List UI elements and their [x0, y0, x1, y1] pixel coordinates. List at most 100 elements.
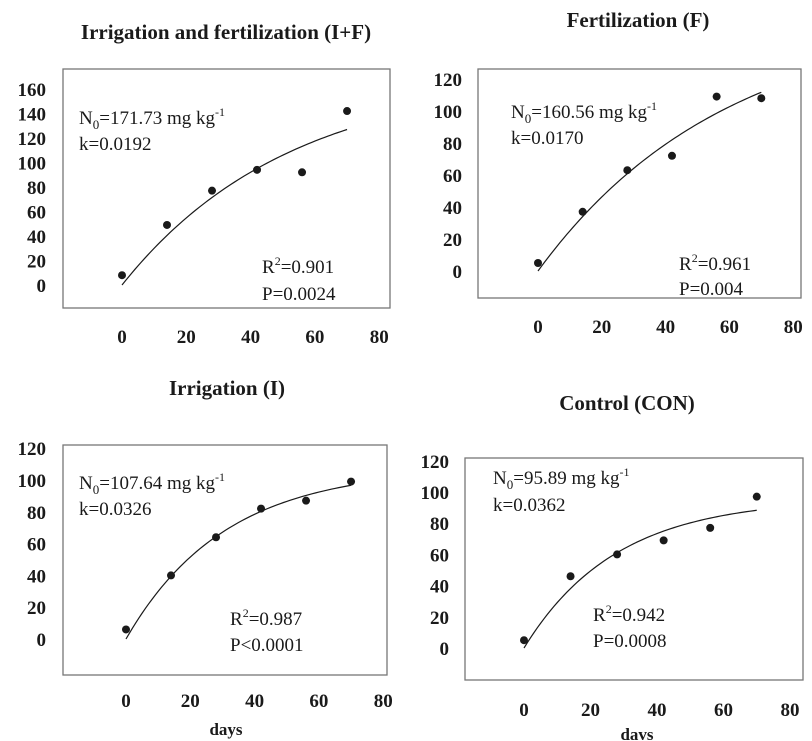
- data-point: [118, 271, 126, 280]
- x-tick-label: 0: [117, 327, 127, 348]
- x-tick-label: 80: [374, 691, 393, 712]
- data-point: [208, 186, 217, 195]
- x-axis-label: days: [209, 720, 242, 739]
- data-point: [706, 523, 715, 532]
- r2-annotation: R2=0.901: [262, 254, 334, 278]
- data-point: [712, 92, 721, 101]
- chart-panel-4: Control (CON) 0 20 40 60 80 100 120 0 20 40 60 80 dav…: [421, 391, 804, 741]
- x-tick-label: 60: [309, 691, 328, 712]
- y-tick-label: 80: [27, 503, 46, 524]
- x-tick-label: 40: [648, 700, 667, 721]
- y-tick-label: 60: [430, 545, 449, 566]
- k-annotation: k=0.0192: [79, 134, 151, 155]
- chart-title: Irrigation (I): [169, 376, 285, 400]
- y-tick-label: 20: [27, 252, 46, 273]
- x-tick-label: 80: [781, 700, 800, 721]
- x-tick-label: 40: [656, 317, 675, 338]
- data-point: [212, 533, 221, 542]
- k-annotation: k=0.0362: [493, 495, 565, 516]
- y-tick-label: 140: [18, 105, 47, 126]
- x-tick-label: 20: [181, 691, 200, 712]
- y-tick-label: 0: [37, 630, 47, 651]
- fitted-curve: [523, 509, 757, 649]
- y-tick-label: 40: [27, 227, 46, 248]
- y-tick-label: 60: [443, 166, 462, 187]
- x-tick-label: 20: [177, 327, 196, 348]
- y-tick-label: 80: [27, 178, 46, 199]
- p-annotation: P=0.004: [679, 279, 744, 300]
- data-point: [302, 496, 311, 505]
- x-tick-label: 0: [121, 691, 131, 712]
- x-tick-label: 20: [592, 317, 611, 338]
- data-point: [257, 504, 266, 513]
- y-tick-label: 60: [27, 535, 46, 556]
- plot-frame: [477, 68, 802, 299]
- p-annotation: P<0.0001: [230, 635, 304, 656]
- data-point: [167, 571, 176, 580]
- data-point: [667, 151, 676, 160]
- data-point: [566, 572, 575, 581]
- n0-annotation: N0=160.56 mg kg-1: [511, 99, 657, 126]
- chart-title: Irrigation and fertilization (I+F): [81, 20, 371, 44]
- y-tick-label: 0: [37, 276, 47, 297]
- y-tick-label: 100: [18, 154, 47, 175]
- y-tick-label: 20: [430, 608, 449, 629]
- x-axis-label: davs: [620, 725, 653, 741]
- x-tick-label: 20: [581, 700, 600, 721]
- y-tick-label: 100: [18, 471, 47, 492]
- r2-annotation: R2=0.961: [679, 251, 751, 275]
- x-tick-label: 40: [245, 691, 264, 712]
- data-point: [163, 220, 172, 229]
- y-tick-label: 160: [18, 80, 47, 101]
- y-tick-label: 20: [443, 230, 462, 251]
- chart-panel-2: Fertilization (F) 0 20 40 60 80 100 120 0 20 40 60 8…: [434, 8, 803, 338]
- x-tick-label: 60: [305, 327, 324, 348]
- p-annotation: P=0.0008: [593, 631, 667, 652]
- y-tick-label: 40: [443, 198, 462, 219]
- y-tick-label: 20: [27, 598, 46, 619]
- y-tick-label: 80: [430, 514, 449, 535]
- chart-panel-3: Irrigation (I) 0 20 40 60 80 100 120 0 20 40 60 80 da…: [18, 376, 393, 739]
- x-tick-label: 60: [720, 317, 739, 338]
- data-point: [347, 477, 356, 486]
- chart-title: Control (CON): [559, 391, 695, 415]
- k-annotation: k=0.0170: [511, 128, 583, 149]
- fitted-curve: [537, 91, 762, 272]
- data-point: [757, 94, 766, 103]
- data-point: [122, 625, 130, 634]
- n0-annotation: N0=107.64 mg kg-1: [79, 470, 225, 497]
- y-tick-label: 120: [421, 452, 450, 473]
- data-point: [578, 207, 587, 216]
- data-point: [623, 166, 632, 175]
- y-tick-label: 120: [18, 439, 47, 460]
- p-annotation: P=0.0024: [262, 284, 336, 305]
- r2-annotation: R2=0.987: [230, 606, 302, 630]
- y-tick-label: 0: [440, 639, 450, 660]
- plot-frame: [62, 444, 388, 676]
- data-point: [534, 259, 542, 267]
- data-point: [520, 636, 528, 645]
- x-tick-label: 80: [370, 327, 389, 348]
- y-tick-label: 40: [27, 566, 46, 587]
- fitted-curve: [121, 128, 348, 286]
- x-tick-label: 0: [519, 700, 529, 721]
- chart-title: Fertilization (F): [567, 8, 710, 32]
- y-tick-label: 0: [453, 262, 463, 283]
- fitted-curve: [125, 484, 352, 640]
- x-tick-label: 0: [533, 317, 543, 338]
- x-tick-label: 80: [784, 317, 803, 338]
- data-point: [752, 492, 761, 501]
- y-tick-label: 60: [27, 203, 46, 224]
- data-point: [298, 168, 307, 177]
- y-tick-label: 120: [18, 129, 47, 150]
- n0-annotation: N0=171.73 mg kg-1: [79, 105, 225, 132]
- y-tick-label: 40: [430, 577, 449, 598]
- x-tick-label: 60: [714, 700, 733, 721]
- data-point: [613, 550, 622, 559]
- data-point: [659, 536, 668, 545]
- k-annotation: k=0.0326: [79, 499, 151, 520]
- y-tick-label: 80: [443, 134, 462, 155]
- data-point: [253, 165, 262, 174]
- r2-annotation: R2=0.942: [593, 602, 665, 626]
